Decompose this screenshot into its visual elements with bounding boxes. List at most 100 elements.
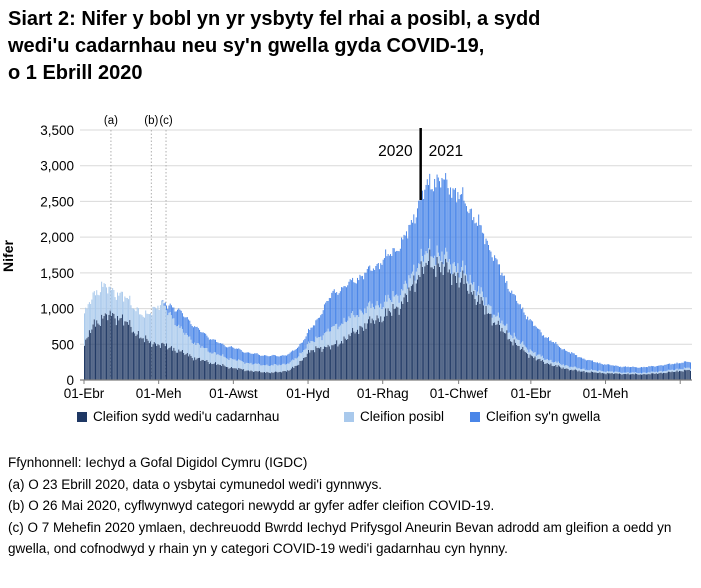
- bar-segment: [408, 224, 410, 276]
- bar-segment: [157, 305, 159, 345]
- bar-segment: [316, 338, 318, 349]
- bar-segment: [688, 369, 690, 380]
- bar-segment: [261, 365, 263, 373]
- bar-segment: [169, 303, 171, 312]
- bar-segment: [390, 312, 392, 380]
- bar-segment: [596, 371, 598, 374]
- bar-segment: [309, 330, 311, 344]
- bar-segment: [99, 326, 101, 380]
- bar-segment: [124, 321, 126, 380]
- bar-segment: [658, 365, 660, 372]
- bar-segment: [248, 363, 250, 371]
- bar-segment: [556, 366, 558, 380]
- bar-segment: [207, 351, 209, 362]
- bar-segment: [180, 351, 182, 380]
- bar-segment: [184, 317, 186, 335]
- bar-segment: [544, 363, 546, 380]
- bar-segment: [192, 360, 194, 380]
- bar-segment: [174, 350, 176, 380]
- bar-segment: [690, 368, 691, 371]
- bar-segment: [403, 284, 405, 298]
- y-tick-label: 1,500: [40, 266, 74, 281]
- bar-segment: [687, 361, 689, 368]
- bar-segment: [675, 363, 677, 370]
- bar-segment: [447, 261, 449, 273]
- bar-segment: [249, 371, 251, 380]
- bar-segment: [274, 371, 276, 380]
- bar-segment: [620, 366, 622, 373]
- bar-segment: [245, 362, 247, 371]
- bar-segment: [567, 368, 569, 380]
- bar-segment: [369, 316, 371, 380]
- bar-segment: [153, 342, 155, 380]
- bar-segment: [397, 295, 399, 308]
- bar-segment: [622, 372, 624, 375]
- bar-segment: [589, 370, 591, 373]
- bar-segment: [109, 286, 111, 311]
- bar-segment: [388, 310, 390, 380]
- bar-segment: [188, 336, 190, 357]
- bar-segment: [156, 345, 158, 380]
- bar-segment: [399, 248, 401, 296]
- bar-segment: [667, 369, 669, 372]
- bar-segment: [666, 372, 668, 380]
- bar-segment: [350, 332, 352, 380]
- bar-segment: [415, 271, 417, 284]
- bar-segment: [388, 255, 390, 299]
- bar-segment: [535, 360, 537, 380]
- bar-segment: [555, 364, 557, 380]
- bar-segment: [528, 352, 530, 358]
- bar-segment: [517, 303, 519, 340]
- bar-segment: [254, 371, 256, 380]
- bar-segment: [361, 327, 363, 380]
- bar-segment: [578, 368, 580, 371]
- bar-segment: [221, 355, 223, 366]
- bar-segment: [576, 370, 578, 380]
- bar-segment: [388, 298, 390, 311]
- bar-segment: [523, 350, 525, 380]
- bar-segment: [571, 369, 573, 380]
- bar-segment: [570, 353, 572, 367]
- bar-segment: [649, 372, 651, 375]
- bar-segment: [277, 372, 279, 380]
- bar-segment: [545, 337, 547, 360]
- bar-segment: [637, 367, 639, 374]
- bar-segment: [525, 352, 527, 380]
- bar-segment: [286, 355, 287, 365]
- bar-segment: [451, 274, 453, 285]
- bar-segment: [342, 343, 344, 380]
- bar-segment: [272, 354, 274, 366]
- bar-segment: [457, 263, 459, 273]
- bar-segment: [387, 308, 389, 380]
- bar-segment: [305, 336, 307, 349]
- bar-segment: [266, 364, 268, 372]
- bar-segment: [505, 325, 507, 334]
- y-axis-title: Nifer: [0, 240, 16, 272]
- bar-segment: [173, 307, 175, 319]
- x-tick-label: 01-Meh: [136, 386, 182, 401]
- bar-segment: [221, 365, 223, 380]
- bar-segment: [522, 346, 524, 380]
- bar-segment: [568, 352, 570, 368]
- bar-segment: [306, 333, 308, 345]
- bar-segment: [491, 257, 493, 318]
- bar-segment: [413, 264, 415, 276]
- bar-segment: [567, 352, 569, 366]
- bar-segment: [414, 291, 416, 380]
- bar-segment: [377, 263, 379, 306]
- bar-segment: [303, 357, 305, 380]
- bar-segment: [244, 363, 246, 372]
- bar-segment: [605, 372, 607, 375]
- bar-segment: [125, 297, 127, 322]
- bar-segment: [674, 371, 676, 380]
- bar-segment: [501, 320, 503, 328]
- bar-segment: [525, 347, 527, 353]
- bar-segment: [508, 338, 510, 380]
- bar-segment: [407, 238, 409, 289]
- bar-segment: [654, 372, 656, 374]
- bar-segment: [334, 292, 336, 325]
- bar-segment: [543, 361, 545, 380]
- bar-segment: [609, 364, 611, 372]
- bar-segment: [212, 353, 214, 364]
- y-tick-label: 2,000: [40, 230, 74, 245]
